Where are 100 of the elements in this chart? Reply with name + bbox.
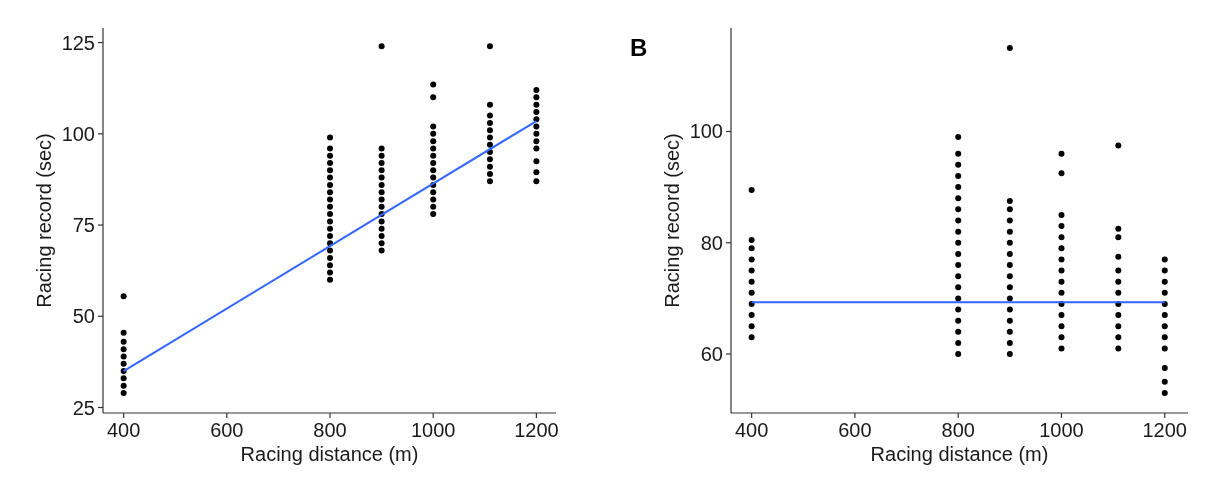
point: [955, 161, 962, 168]
point: [430, 94, 437, 101]
point: [327, 203, 334, 210]
point: [1161, 334, 1168, 341]
chart-title: B: [630, 34, 648, 61]
point: [955, 239, 962, 246]
point: [748, 245, 755, 252]
point: [120, 375, 127, 382]
point: [378, 247, 385, 254]
point: [1161, 312, 1168, 319]
y-axis-title: Racing record (sec): [661, 133, 683, 308]
point: [1058, 334, 1065, 341]
point: [327, 160, 334, 167]
point: [430, 189, 437, 196]
x-tick-label: 400: [734, 419, 769, 441]
point: [430, 123, 437, 130]
point: [430, 138, 437, 145]
point: [327, 211, 334, 218]
point: [533, 130, 540, 137]
point: [1006, 295, 1013, 302]
point: [1058, 170, 1065, 177]
point: [955, 317, 962, 324]
point: [1006, 328, 1013, 335]
point: [327, 181, 334, 188]
point: [486, 43, 493, 50]
point: [1058, 278, 1065, 285]
point: [378, 240, 385, 247]
point: [955, 195, 962, 202]
point: [378, 233, 385, 240]
point: [430, 152, 437, 159]
point: [533, 94, 540, 101]
point: [533, 87, 540, 94]
point: [327, 152, 334, 159]
point: [955, 228, 962, 235]
point: [1161, 345, 1168, 352]
point: [486, 134, 493, 141]
point: [327, 254, 334, 261]
point: [327, 196, 334, 203]
point: [1006, 250, 1013, 257]
point: [1115, 312, 1122, 319]
point: [1161, 323, 1168, 330]
point: [1058, 267, 1065, 274]
point: [1115, 234, 1122, 241]
point: [1115, 142, 1122, 149]
point: [955, 250, 962, 257]
point: [1058, 256, 1065, 263]
point: [1115, 334, 1122, 341]
point: [1006, 284, 1013, 291]
point: [955, 351, 962, 358]
point: [430, 160, 437, 167]
point: [533, 145, 540, 152]
point: [378, 218, 385, 225]
point: [430, 167, 437, 174]
point: [1115, 323, 1122, 330]
point: [748, 256, 755, 263]
point: [378, 43, 385, 50]
point: [378, 152, 385, 159]
y-tick-label: 50: [72, 305, 95, 328]
x-tick-label: 1200: [514, 419, 559, 441]
x-axis-title: Racing distance (m): [870, 443, 1049, 465]
x-tick-label: 1200: [1142, 419, 1188, 441]
point: [486, 127, 493, 134]
point: [120, 353, 127, 360]
point: [430, 211, 437, 218]
point: [748, 323, 755, 330]
point: [1161, 289, 1168, 296]
point: [120, 382, 127, 389]
point: [1058, 312, 1065, 319]
point: [327, 269, 334, 276]
point: [1115, 278, 1122, 285]
point: [1161, 364, 1168, 371]
point: [1115, 225, 1122, 232]
point: [327, 262, 334, 269]
point: [1115, 289, 1122, 296]
point: [748, 334, 755, 341]
point: [1006, 351, 1013, 358]
point: [1006, 306, 1013, 313]
point: [120, 360, 127, 367]
point: [955, 217, 962, 224]
point: [1058, 150, 1065, 157]
point: [327, 134, 334, 141]
point: [430, 145, 437, 152]
point: [430, 174, 437, 181]
x-tick-label: 800: [313, 419, 347, 441]
point: [430, 196, 437, 203]
point: [378, 145, 385, 152]
point: [533, 101, 540, 108]
point: [533, 169, 540, 176]
y-tick-label: 80: [700, 231, 723, 254]
point: [486, 119, 493, 126]
point: [955, 328, 962, 335]
point: [533, 178, 540, 185]
point: [1161, 256, 1168, 263]
point: [955, 172, 962, 179]
point: [1058, 234, 1065, 241]
point: [378, 167, 385, 174]
point: [378, 225, 385, 232]
point: [120, 338, 127, 345]
point: [1006, 262, 1013, 269]
x-tick-label: 800: [941, 419, 975, 441]
